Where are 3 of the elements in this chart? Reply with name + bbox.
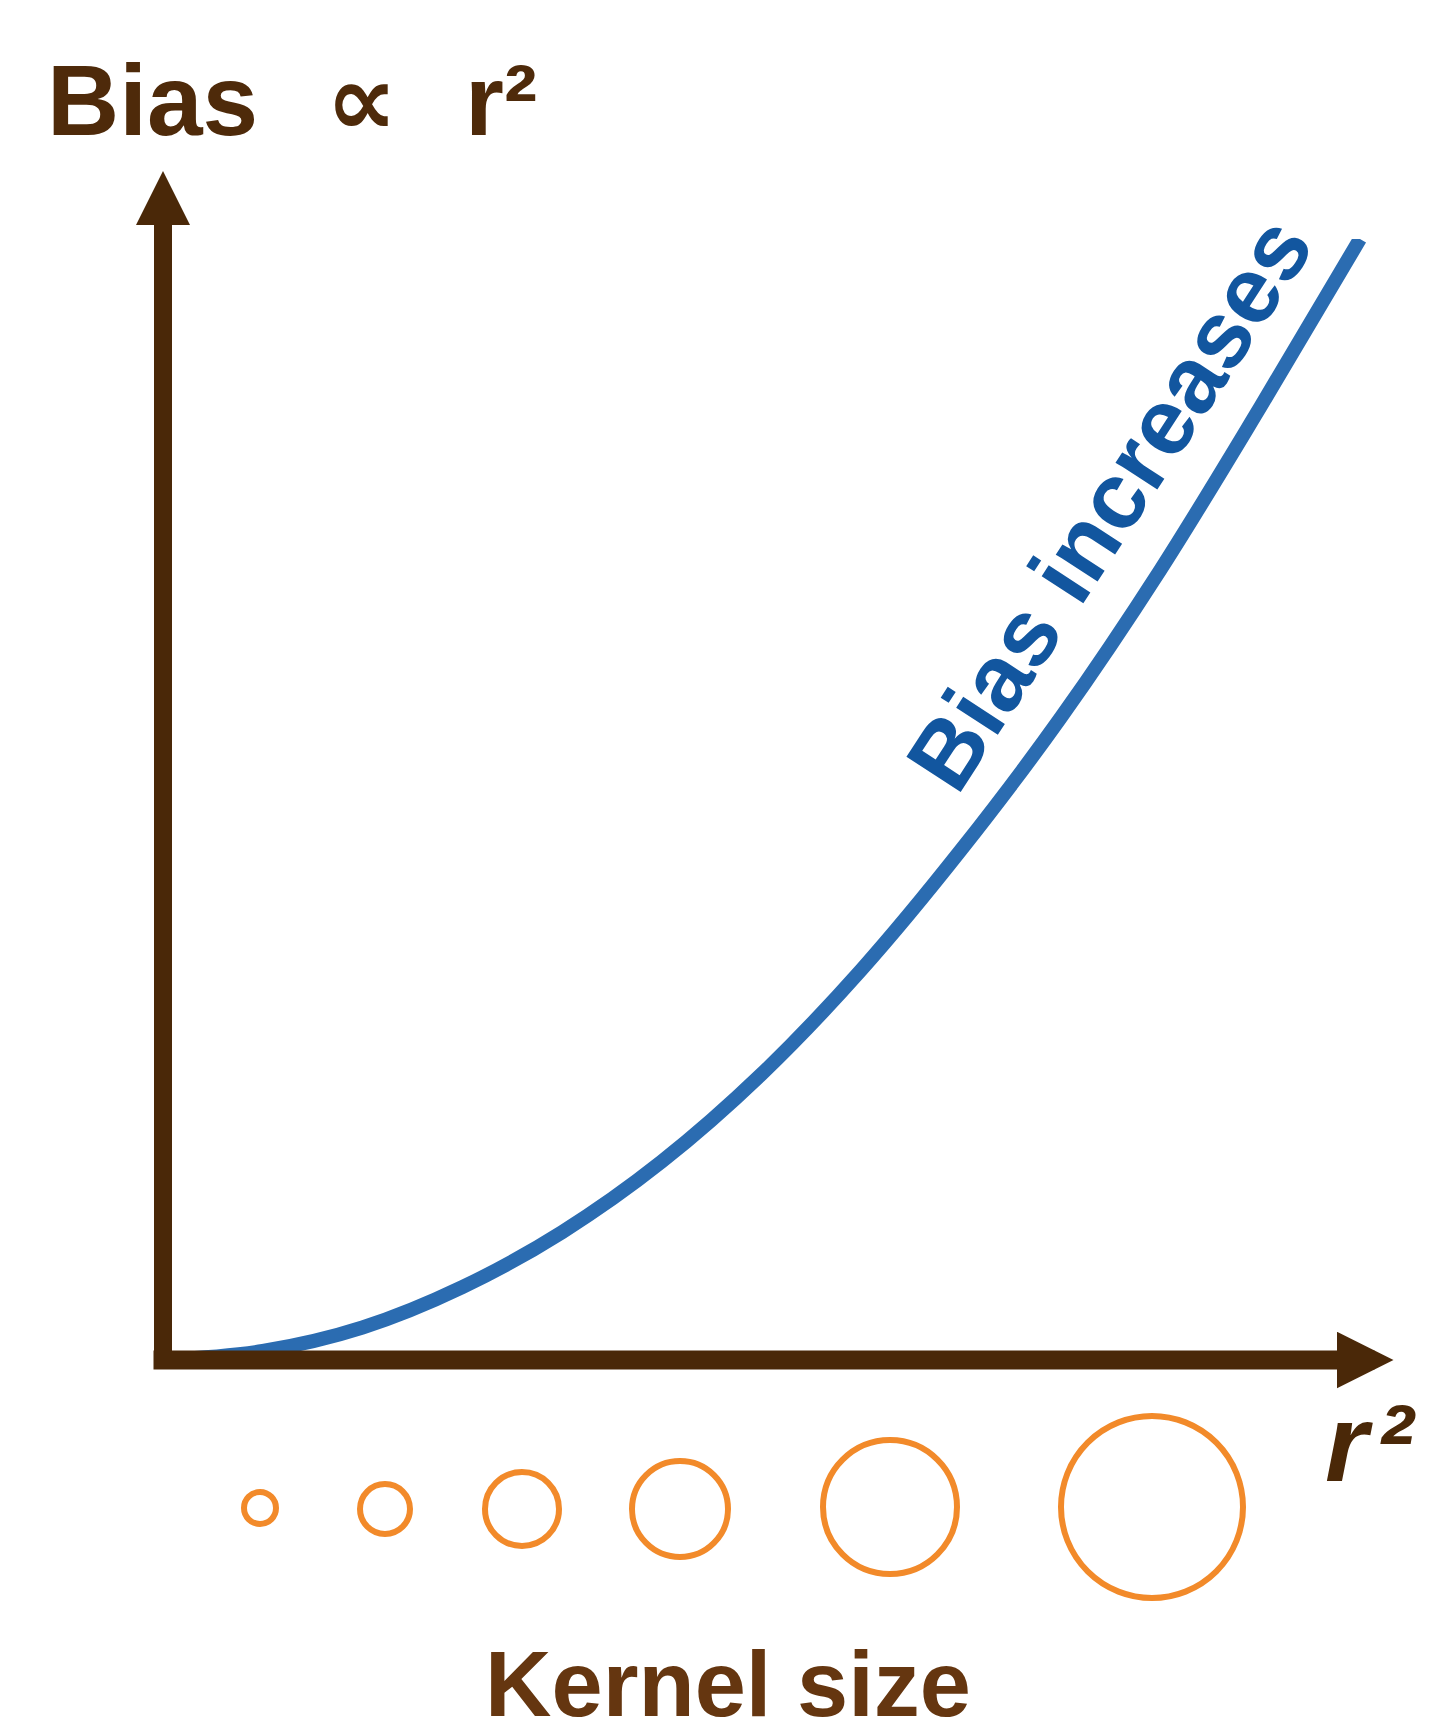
y-axis-title: Bias ∝ r² (47, 44, 538, 156)
text: Kernel size (484, 1633, 972, 1730)
x-axis-title: r² (1325, 1381, 1423, 1504)
